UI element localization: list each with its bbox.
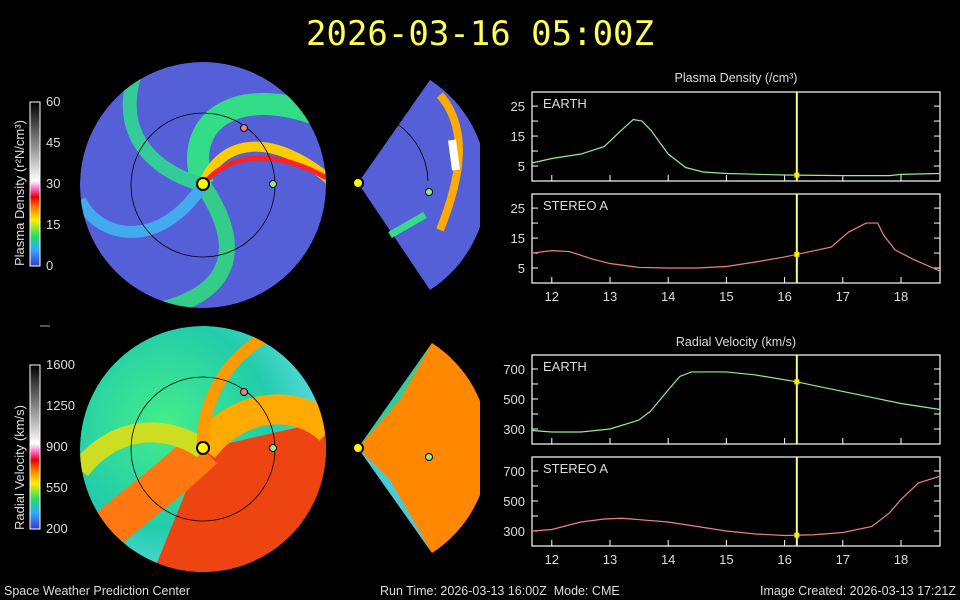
x-tick-label: 12 [545, 552, 559, 567]
density-colorbar [29, 101, 41, 267]
plot-frame [531, 91, 941, 182]
colorbar-tick: 60 [46, 94, 61, 109]
y-tick-label: 300 [503, 422, 525, 437]
colorbar-tick: 0 [46, 258, 54, 273]
colorbar-tick: 45 [46, 135, 61, 150]
footer-run-time: Run Time: 2026-03-13 16:00Z Mode: CME [380, 584, 620, 598]
colorbar-tick: 900 [46, 439, 68, 454]
current-value-marker [794, 532, 800, 538]
footer-image-created: Image Created: 2026-03-13 17:21Z [760, 584, 956, 598]
sun-marker [352, 442, 364, 454]
x-tick-label: 14 [661, 552, 675, 567]
panel-label: EARTH [543, 96, 587, 111]
y-tick-label: 15 [511, 129, 525, 144]
velocity-meridional-wedge [358, 343, 480, 553]
x-tick-label: 15 [719, 552, 733, 567]
x-tick-label: 15 [719, 289, 733, 304]
y-tick-label: 15 [511, 231, 525, 246]
page-title: 2026-03-16 05:00Z [306, 14, 654, 54]
x-tick-label: 12 [545, 289, 559, 304]
colorbar-tick: 1600 [46, 357, 75, 372]
y-tick-label: 500 [503, 392, 525, 407]
x-tick-label: 13 [603, 552, 617, 567]
earth-series-line [531, 118, 941, 177]
sun-marker [352, 177, 364, 189]
y-tick-label: 5 [518, 261, 525, 276]
footer-org: Space Weather Prediction Center [4, 584, 190, 598]
x-tick-label: 14 [661, 289, 675, 304]
y-tick-label: 300 [503, 524, 525, 539]
colorbar-tick: 200 [46, 521, 68, 536]
plot-frame [531, 354, 941, 445]
y-tick-label: 500 [503, 494, 525, 509]
chart-title: Plasma Density (/cm³) [675, 71, 798, 85]
density-meridional-wedge [358, 80, 480, 290]
y-tick-label: 700 [503, 362, 525, 377]
current-value-marker [794, 172, 800, 178]
y-tick-label: 25 [511, 201, 525, 216]
y-tick-label: 700 [503, 464, 525, 479]
colorbar-tick: 550 [46, 480, 68, 495]
y-tick-label: 5 [518, 159, 525, 174]
colorbar-tick: 15 [46, 217, 61, 232]
plot-frame [531, 456, 941, 547]
x-tick-label: 17 [836, 552, 850, 567]
x-tick-label: 17 [836, 289, 850, 304]
earth-marker [425, 188, 433, 196]
velocity-colorbar [29, 364, 41, 530]
sun-marker [196, 177, 210, 191]
model-maps [29, 62, 480, 572]
colorbar-tick: 1250 [46, 398, 75, 413]
stereo-a-marker [240, 124, 248, 132]
panel-label: EARTH [543, 359, 587, 374]
x-tick-label: 16 [777, 552, 791, 567]
earth-series-line [531, 371, 941, 433]
panel-label: STEREO A [543, 461, 608, 476]
x-tick-label: 13 [603, 289, 617, 304]
earth-marker [269, 180, 277, 188]
x-tick-label: 16 [777, 289, 791, 304]
stereo-a-series-line [531, 222, 941, 272]
sun-marker [196, 441, 210, 455]
stereo-a-series-line [531, 475, 941, 537]
colorbar-tick: 30 [46, 176, 61, 191]
earth-marker [425, 453, 433, 461]
x-tick-label: 18 [894, 289, 908, 304]
current-value-marker [794, 251, 800, 257]
x-tick-label: 18 [894, 552, 908, 567]
earth-marker [269, 444, 277, 452]
stereo-a-marker [240, 388, 248, 396]
panel-label: STEREO A [543, 198, 608, 213]
current-value-marker [794, 379, 800, 385]
chart-title: Radial Velocity (km/s) [676, 335, 796, 349]
y-tick-label: 25 [511, 99, 525, 114]
